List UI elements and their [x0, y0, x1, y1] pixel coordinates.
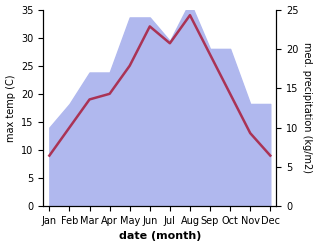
Y-axis label: med. precipitation (kg/m2): med. precipitation (kg/m2) — [302, 42, 313, 173]
X-axis label: date (month): date (month) — [119, 231, 201, 242]
Y-axis label: max temp (C): max temp (C) — [5, 74, 16, 142]
